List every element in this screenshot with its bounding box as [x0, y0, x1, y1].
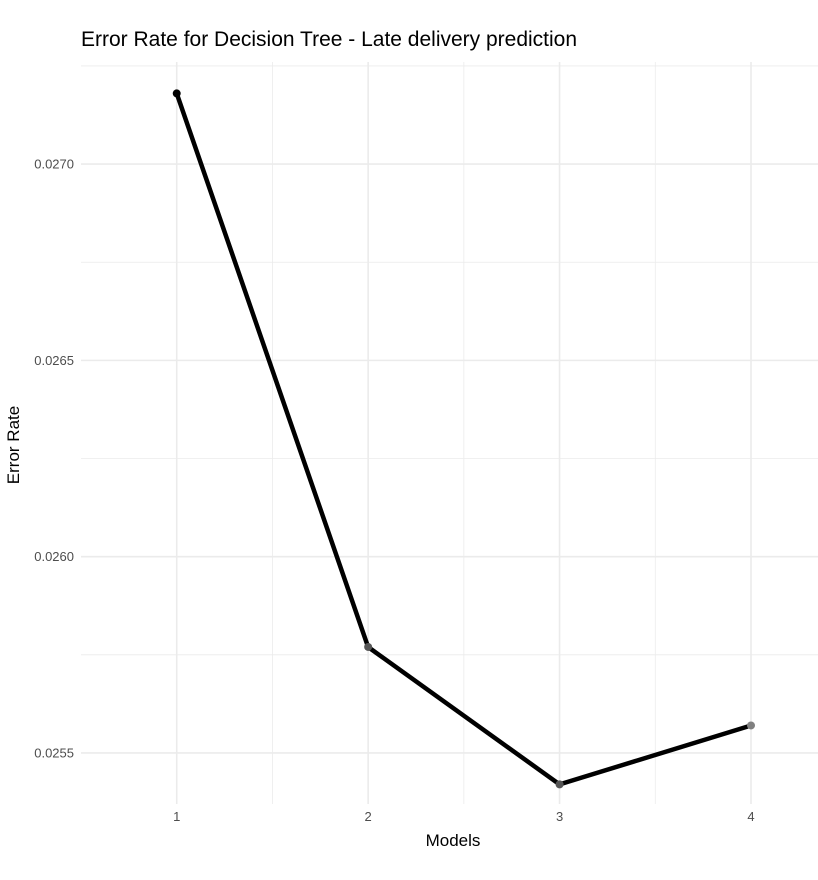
x-axis-tick-labels: 1 2 3 4	[173, 809, 755, 824]
chart-title: Error Rate for Decision Tree - Late deli…	[81, 28, 577, 51]
x-tick-label: 2	[365, 809, 372, 824]
series-line-group	[174, 91, 754, 787]
grid-lines	[81, 62, 818, 804]
y-tick-label: 0.0265	[34, 353, 74, 368]
x-axis-title: Models	[426, 831, 481, 850]
x-tick-label: 1	[173, 809, 180, 824]
x-tick-label: 3	[556, 809, 563, 824]
y-axis-title: Error Rate	[4, 406, 23, 484]
series-line	[174, 91, 754, 787]
y-axis-tick-labels: 0.0255 0.0260 0.0265 0.0270	[34, 157, 74, 761]
x-tick-label: 4	[747, 809, 754, 824]
data-point	[747, 721, 755, 730]
data-point	[172, 89, 181, 98]
y-tick-label: 0.0255	[34, 745, 74, 760]
data-points	[172, 89, 755, 789]
y-tick-label: 0.0260	[34, 549, 74, 564]
data-point	[364, 642, 373, 651]
data-point	[555, 780, 564, 789]
y-tick-label: 0.0270	[34, 157, 74, 172]
